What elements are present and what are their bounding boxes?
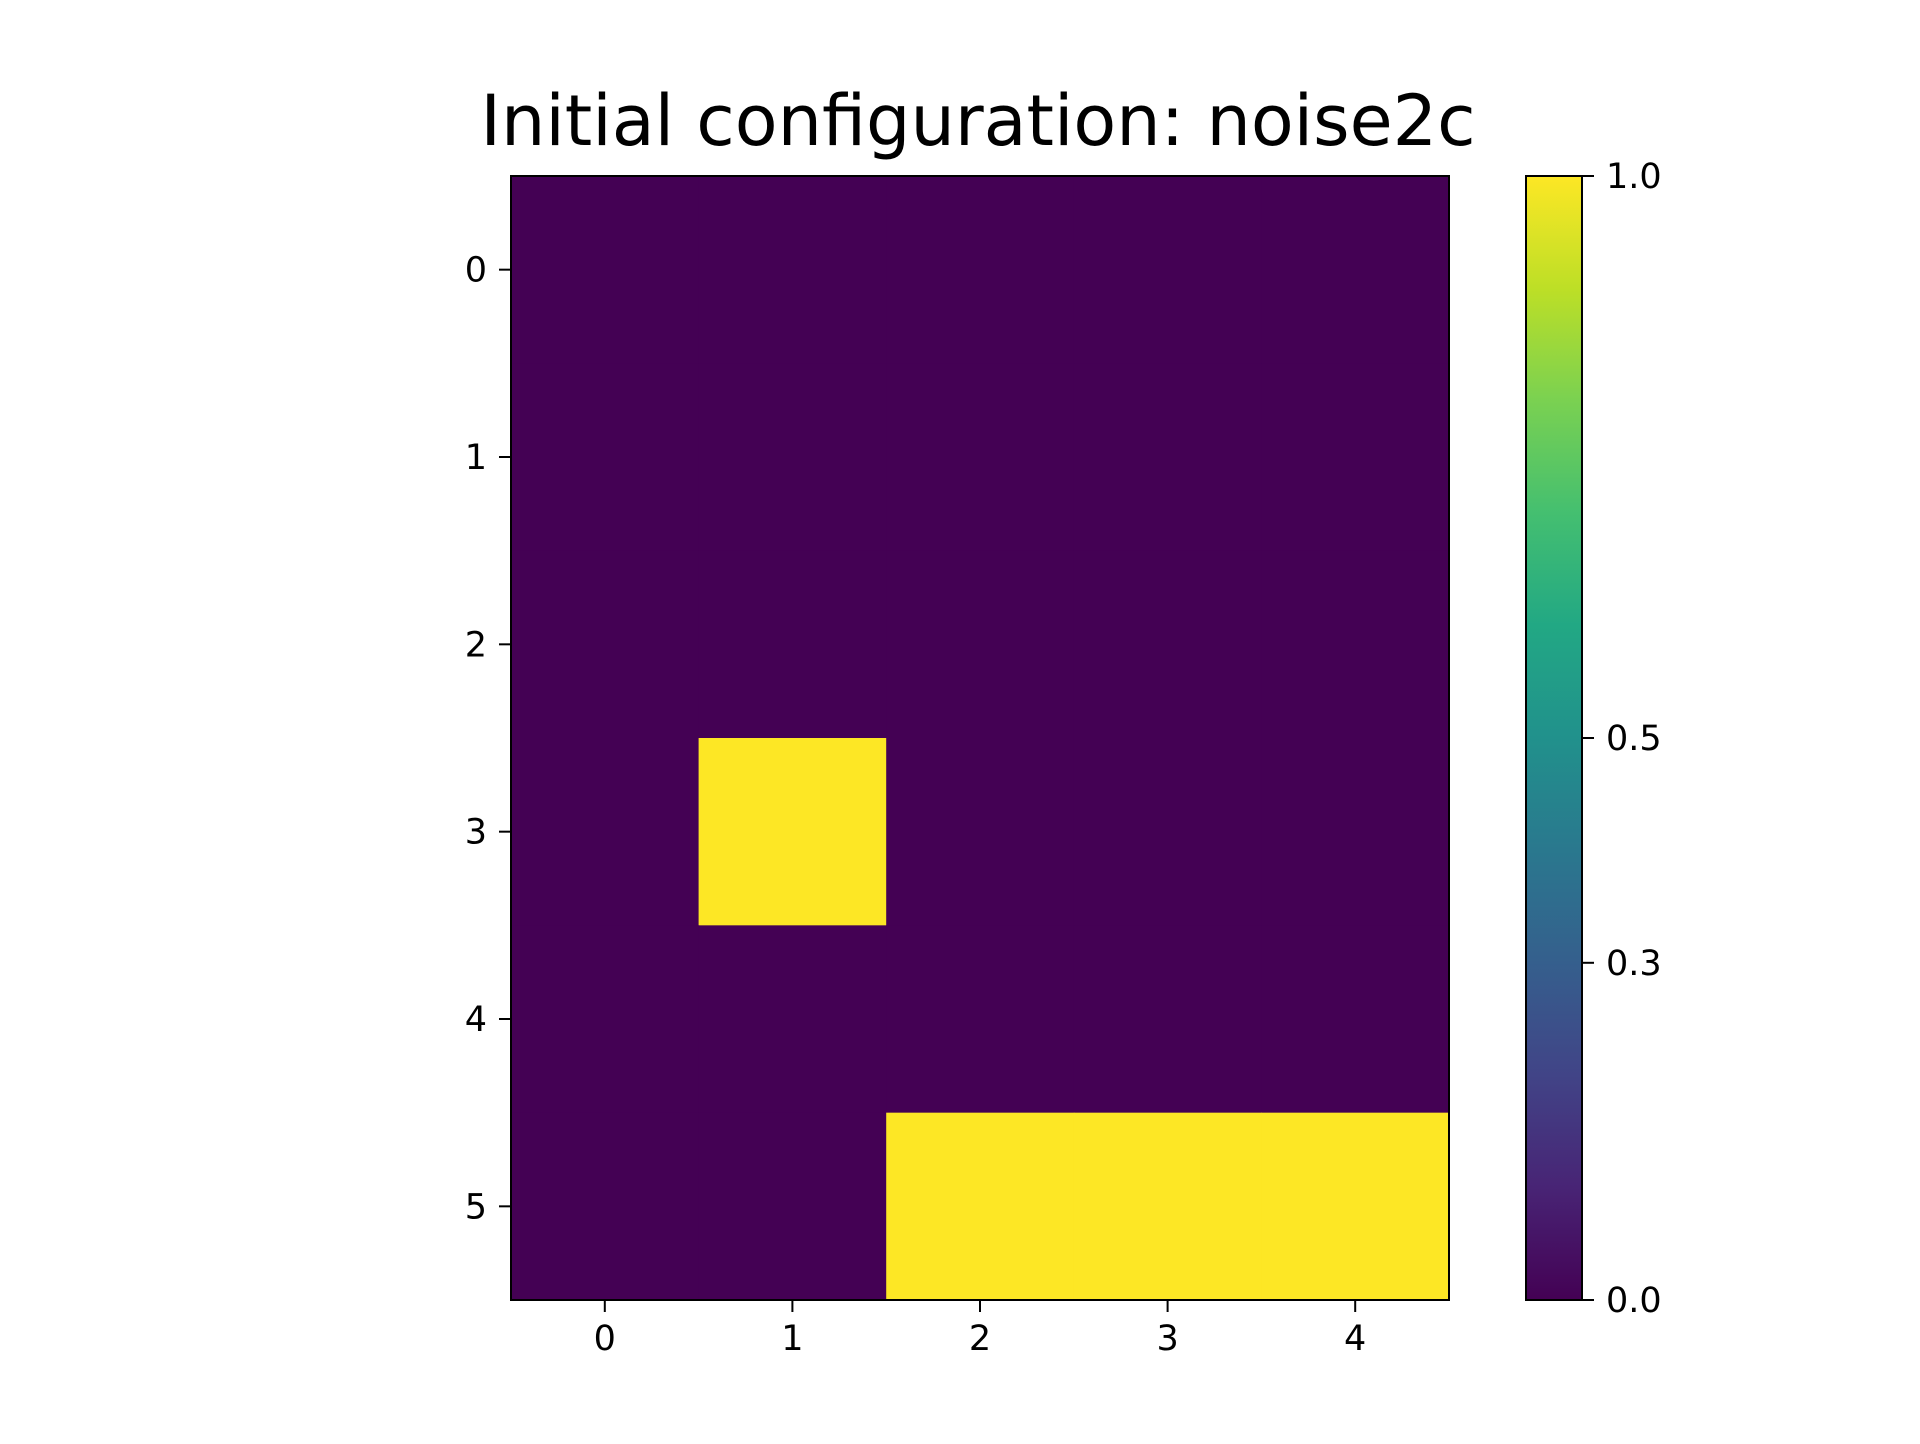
heatmap-cell [886,738,1075,926]
colorbar-ticks: 0.0 0.3 0.5 1.0 [1582,157,1662,1321]
heatmap-cell [698,550,887,739]
colorbar-tick-label: 0.3 [1606,944,1662,984]
heatmap-cell [1073,550,1262,739]
colorbar-tick-label: 1.0 [1606,157,1662,197]
y-tick-label: 5 [465,1187,487,1227]
heatmap-cell [886,363,1075,552]
x-tick-label: 4 [1344,1319,1366,1359]
heatmap-cell [1261,176,1450,364]
x-tick-label: 2 [969,1319,991,1359]
x-tick-label: 1 [781,1319,803,1359]
heatmap-cell [1261,550,1450,739]
y-tick-label: 4 [465,1000,487,1040]
heatmap-cell [1261,1112,1450,1301]
heatmap-cell [886,176,1075,364]
heatmap-cell [1073,738,1262,926]
heatmap-cell [1073,363,1262,552]
heatmap-cell [886,1112,1075,1301]
heatmap-cell [1073,925,1262,1114]
heatmap-cell [698,925,887,1114]
y-tick-label: 1 [465,438,487,478]
x-tick-label: 3 [1156,1319,1178,1359]
heatmap-cell [511,925,700,1114]
colorbar-tick-label: 0.0 [1606,1281,1662,1321]
heatmap-cell [698,176,887,364]
heatmap-cell [698,738,887,926]
heatmap-cell [511,176,700,364]
heatmap-cell [1261,738,1450,926]
y-axis: 0 1 2 3 4 5 [465,251,511,1227]
heatmap-cell [698,363,887,552]
colorbar [1525,175,1583,1301]
y-tick-label: 0 [465,251,487,291]
heatmap-cells [511,176,1450,1301]
colorbar-tick-label: 0.5 [1606,719,1662,759]
heatmap-cell [886,925,1075,1114]
heatmap-cell [1261,925,1450,1114]
heatmap-cell [511,738,700,926]
heatmap-cell [1073,1112,1262,1301]
heatmap-cell [1073,176,1262,364]
heatmap-cell [511,1112,700,1301]
heatmap-cell [1261,363,1450,552]
heatmap-cell [511,363,700,552]
x-tick-label: 0 [594,1319,616,1359]
x-axis: 0 1 2 3 4 [594,1300,1366,1359]
y-tick-label: 2 [465,625,487,665]
heatmap-cell [511,550,700,739]
y-tick-label: 3 [465,813,487,853]
heatmap-cell [698,1112,887,1301]
heatmap-cell [886,550,1075,739]
chart-title: Initial configuration: noise2c [480,80,1475,162]
